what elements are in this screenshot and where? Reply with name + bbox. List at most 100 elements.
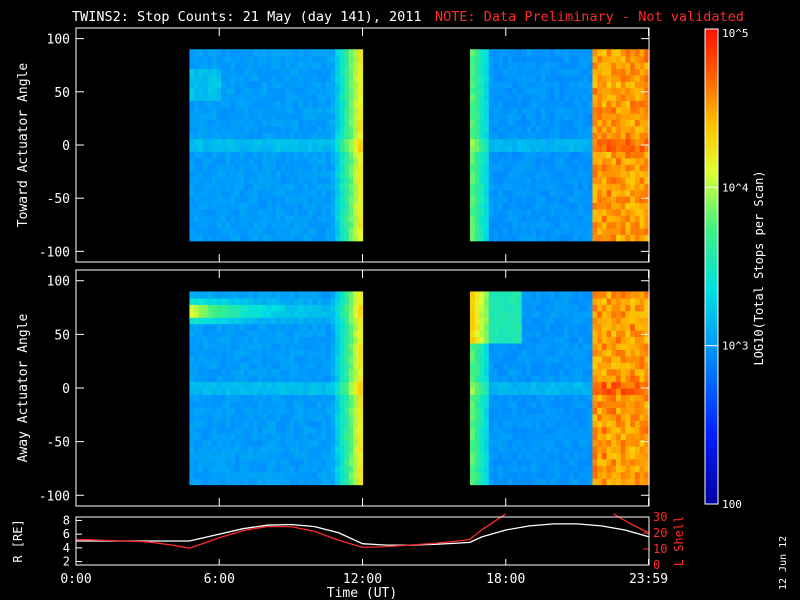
heatmap-cell xyxy=(554,234,561,242)
heatmap-cell xyxy=(493,445,499,453)
heatmap-cell xyxy=(353,183,359,191)
heatmap-cell xyxy=(564,62,570,70)
heatmap-cell xyxy=(230,189,236,197)
heatmap-cell xyxy=(583,196,589,204)
heatmap-cell xyxy=(545,420,551,428)
heatmap-cell xyxy=(535,202,542,210)
heatmap-cell xyxy=(592,381,598,389)
heatmap-cell xyxy=(498,375,504,383)
heatmap-cell xyxy=(207,413,213,421)
heatmap-cell xyxy=(616,426,622,434)
heatmap-cell xyxy=(597,349,603,357)
heatmap-cell xyxy=(634,119,641,127)
r-tick-label: 6 xyxy=(63,527,70,541)
heatmap-cell xyxy=(611,394,617,402)
heatmap-cell xyxy=(587,138,594,146)
heatmap-cell xyxy=(248,119,254,127)
heatmap-cell xyxy=(488,145,495,152)
heatmap-cell xyxy=(344,170,350,178)
heatmap-cell xyxy=(639,221,645,229)
heatmap-cell xyxy=(630,420,636,428)
heatmap-cell xyxy=(573,164,579,172)
heatmap-cell xyxy=(257,176,263,184)
heatmap-cell xyxy=(189,439,195,447)
heatmap-cell xyxy=(507,342,513,350)
heatmap-cell xyxy=(550,330,556,338)
heatmap-cell xyxy=(248,234,254,242)
heatmap-cell xyxy=(484,62,490,70)
heatmap-cell xyxy=(344,145,350,152)
heatmap-cell xyxy=(294,452,300,460)
heatmap-cell xyxy=(587,349,594,357)
heatmap-cell xyxy=(275,170,282,178)
heatmap-cell xyxy=(234,119,241,127)
heatmap-cell xyxy=(348,145,354,152)
heatmap-cell xyxy=(474,221,480,229)
colorbar-tick-label: 10^5 xyxy=(722,27,749,40)
heatmap-cell xyxy=(493,87,499,95)
heatmap-cell xyxy=(564,458,570,466)
heatmap-cell xyxy=(545,445,551,453)
heatmap-cell xyxy=(502,433,509,441)
heatmap-cell xyxy=(280,100,286,108)
heatmap-cell xyxy=(348,157,354,165)
heatmap-cell xyxy=(280,125,286,133)
heatmap-cell xyxy=(644,189,650,197)
heatmap-cell xyxy=(212,183,218,191)
heatmap-cell xyxy=(606,291,612,299)
heatmap-cell xyxy=(294,49,300,57)
heatmap-cell xyxy=(521,62,528,70)
heatmap-cell xyxy=(611,227,617,235)
heatmap-cell xyxy=(257,202,263,210)
heatmap-cell xyxy=(507,458,513,466)
heatmap-cell xyxy=(266,119,272,127)
heatmap-cell xyxy=(289,381,295,389)
heatmap-cell xyxy=(507,394,513,402)
heatmap-cell xyxy=(234,138,241,146)
heatmap-cell xyxy=(554,413,561,421)
heatmap-cell xyxy=(611,113,617,121)
heatmap-cell xyxy=(253,413,259,421)
heatmap-cell xyxy=(344,465,350,473)
heatmap-cell xyxy=(339,170,345,178)
heatmap-cell xyxy=(203,81,209,89)
heatmap-cell xyxy=(339,74,345,82)
heatmap-cell xyxy=(344,304,350,312)
heatmap-cell xyxy=(316,87,323,95)
heatmap-cell xyxy=(225,342,232,350)
heatmap-cell xyxy=(253,323,259,331)
heatmap-cell xyxy=(303,62,309,70)
heatmap-cell xyxy=(507,478,513,486)
heatmap-cell xyxy=(307,310,313,318)
heatmap-cell xyxy=(303,221,309,229)
heatmap-cell xyxy=(257,304,263,312)
heatmap-cell xyxy=(540,234,546,242)
heatmap-cell xyxy=(568,132,575,140)
heatmap-cell xyxy=(559,388,565,396)
heatmap-cell xyxy=(330,196,336,204)
heatmap-cell xyxy=(312,381,318,389)
heatmap-cell xyxy=(587,478,594,486)
heatmap-cell xyxy=(540,100,546,108)
heatmap-cell xyxy=(578,465,584,473)
heatmap-cell xyxy=(620,336,627,344)
heatmap-cell xyxy=(601,151,608,159)
heatmap-cell xyxy=(484,68,490,76)
heatmap-cell xyxy=(507,87,513,95)
heatmap-cell xyxy=(559,317,565,325)
heatmap-cell xyxy=(244,323,250,331)
heatmap-cell xyxy=(531,458,537,466)
heatmap-cell xyxy=(479,113,485,121)
heatmap-cell xyxy=(493,291,499,299)
heatmap-cell xyxy=(573,234,579,242)
heatmap-cell xyxy=(550,388,556,396)
heatmap-cell xyxy=(597,189,603,197)
heatmap-cell xyxy=(644,471,650,479)
heatmap-cell xyxy=(484,297,490,305)
heatmap-cell xyxy=(526,330,532,338)
heatmap-cell xyxy=(212,93,218,101)
heatmap-cell xyxy=(294,164,300,172)
heatmap-cell xyxy=(502,151,509,159)
heatmap-cell xyxy=(221,138,227,146)
heatmap-cell xyxy=(353,87,359,95)
